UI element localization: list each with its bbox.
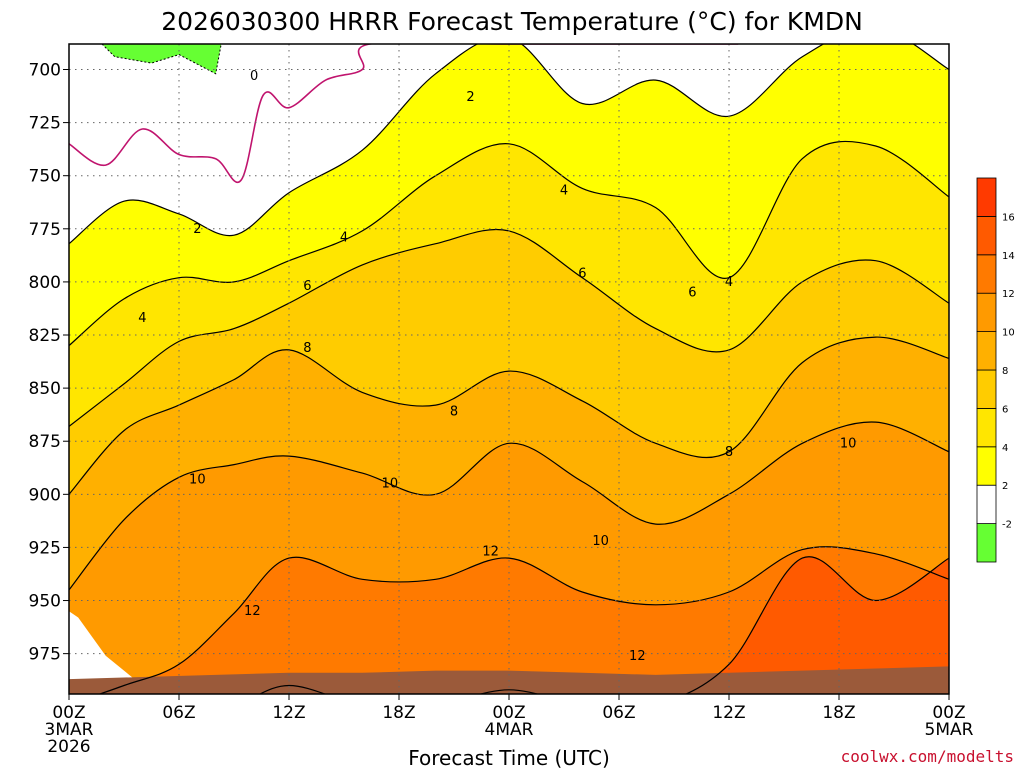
- colorbar-label: 10: [1002, 328, 1015, 339]
- isotherm-4: [69, 140, 949, 347]
- isotherm-label: 4: [725, 275, 733, 290]
- colorbar-bin: [976, 177, 997, 217]
- isotherm-label: 12: [629, 649, 646, 664]
- colorbar-bin: [976, 292, 997, 333]
- y-axis-ticks: 700 725 750 775 800 825 850 875 900 925 950 975: [29, 60, 69, 665]
- plot-area: 0 2 2 4 4 4 4 6 6 6 8 8 8 10 10 10 10 12 12 12: [68, 43, 950, 695]
- colorbar-label: 12: [1002, 289, 1015, 300]
- band-14-16: [260, 556, 949, 694]
- isotherm-12: [98, 546, 949, 694]
- isotherm-label: 0: [250, 69, 258, 84]
- x-tick-label: 18Z: [382, 703, 415, 723]
- x-tick-sublabel: 3MAR: [45, 720, 94, 740]
- y-tick-label: 875: [29, 432, 61, 452]
- x-tick-label: 12Z: [272, 703, 305, 723]
- isotherm-10: [69, 421, 949, 591]
- colorbar-bin: [976, 369, 997, 409]
- isotherm-14: [258, 556, 949, 694]
- isotherm-label: 8: [725, 445, 733, 460]
- isotherm-label: 10: [382, 477, 399, 492]
- band-neg2: [101, 44, 222, 75]
- isotherm-label: 10: [189, 472, 206, 487]
- colorbar-bin: [976, 407, 997, 448]
- x-tick-sublabel: 4MAR: [485, 720, 534, 740]
- y-tick-label: 725: [29, 114, 61, 134]
- colorbar-label: 14: [1002, 251, 1015, 262]
- colorbar-label: 6: [1002, 404, 1008, 415]
- x-tick-label: 18Z: [822, 703, 855, 723]
- colorbar-label: -2: [1002, 520, 1012, 531]
- isotherm-label: 8: [303, 341, 311, 356]
- isotherm-label: 12: [244, 604, 261, 619]
- x-tick-label: 12Z: [712, 703, 745, 723]
- isotherm-6: [69, 229, 949, 427]
- x-tick-label: 00Z: [492, 703, 525, 723]
- colorbar-label: 2: [1002, 481, 1008, 492]
- x-tick-sublabel: 5MAR: [925, 720, 974, 740]
- watermark: coolwx.com/modelts: [841, 747, 1014, 766]
- chart-title: 2026030300 HRRR Forecast Temperature (°C…: [161, 7, 863, 36]
- x-tick-label: 06Z: [602, 703, 635, 723]
- x-tick-label: 00Z: [932, 703, 965, 723]
- y-tick-label: 900: [29, 485, 61, 505]
- isotherm-8: [69, 336, 949, 495]
- isotherm-label: 12: [482, 545, 499, 560]
- isotherm-label: 2: [193, 222, 201, 237]
- isotherm-label: 10: [840, 436, 857, 451]
- y-tick-label: 750: [29, 167, 61, 187]
- x-tick-label: 06Z: [162, 703, 195, 723]
- colorbar: -2 2 4 6 8 10 12 14 16: [976, 177, 1015, 563]
- isotherm-label: 6: [303, 279, 311, 294]
- isotherm-label: 6: [688, 286, 696, 301]
- colorbar-label: 4: [1002, 443, 1008, 454]
- y-tick-label: 950: [29, 592, 61, 612]
- colorbar-bin: [976, 215, 997, 256]
- colorbar-bin: [976, 254, 997, 294]
- y-tick-label: 775: [29, 220, 61, 240]
- isotherm-label: 4: [560, 184, 568, 199]
- x-tick-label: 00Z: [52, 703, 85, 723]
- colorbar-label: 16: [1002, 212, 1015, 223]
- isotherm-0: [69, 44, 739, 184]
- y-tick-label: 925: [29, 538, 61, 558]
- isotherm-label: 6: [578, 266, 586, 281]
- isotherm-label: 10: [592, 534, 609, 549]
- isotherm-label: 2: [466, 90, 474, 105]
- colorbar-bin: [976, 484, 997, 525]
- surface-cold-area: [69, 611, 174, 694]
- x-tick-sublabel: 2026: [47, 737, 90, 757]
- x-axis-title: Forecast Time (UTC): [408, 746, 610, 768]
- colorbar-bin: [976, 446, 997, 486]
- y-tick-label: 700: [29, 60, 61, 80]
- y-tick-label: 800: [29, 273, 61, 293]
- colorbar-bin: [976, 523, 997, 563]
- y-tick-label: 850: [29, 379, 61, 399]
- isotherm-2: [69, 44, 949, 245]
- isotherm-label: 4: [138, 311, 146, 326]
- colorbar-bin: [976, 331, 997, 371]
- isotherm-label: 4: [340, 230, 348, 245]
- y-tick-label: 825: [29, 326, 61, 346]
- y-tick-label: 975: [29, 645, 61, 665]
- colorbar-label: 8: [1002, 366, 1008, 377]
- isotherm-label: 8: [450, 404, 458, 419]
